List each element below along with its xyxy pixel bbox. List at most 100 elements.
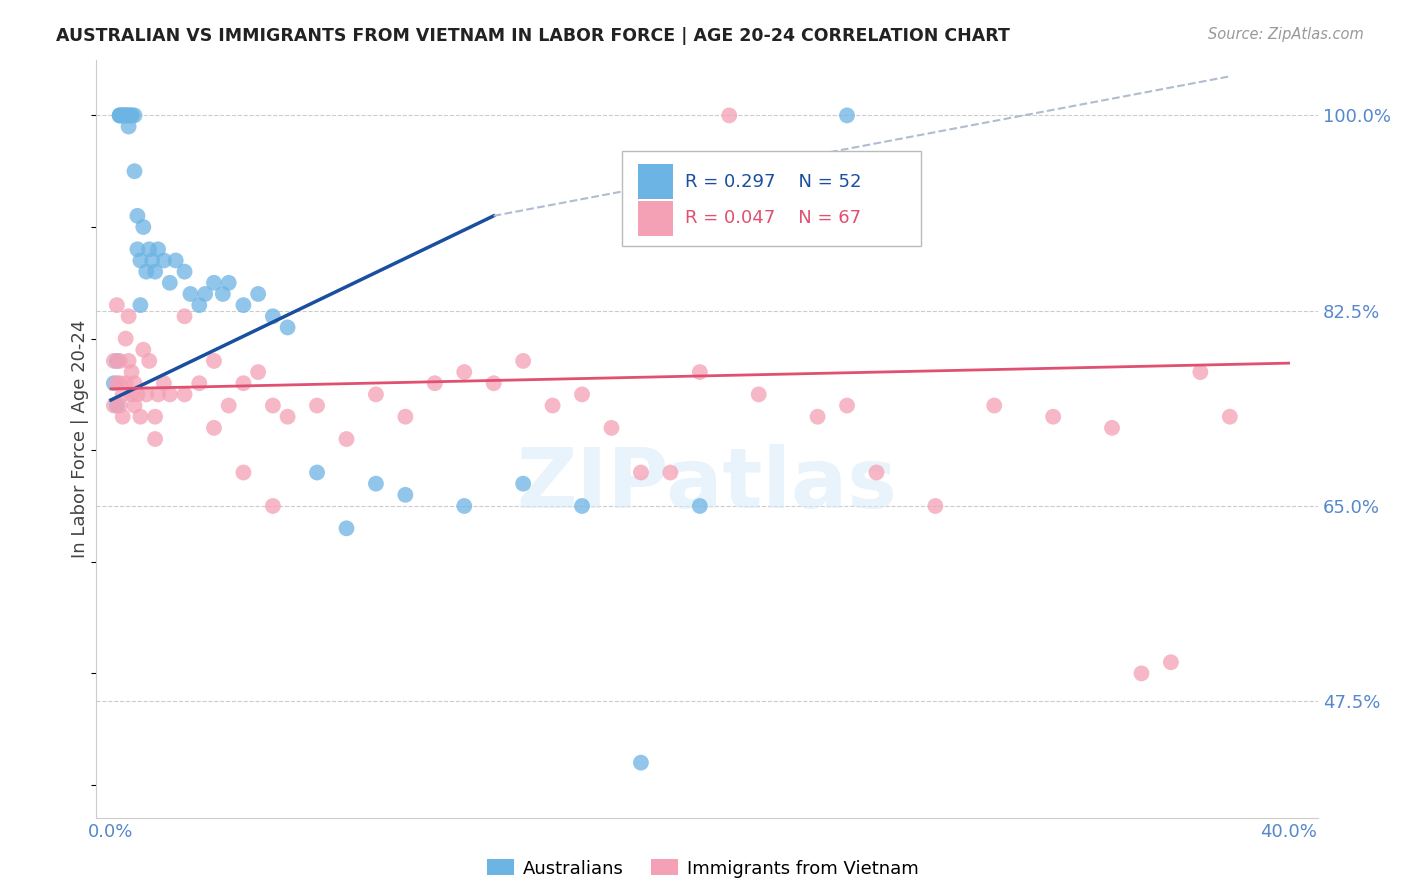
Point xyxy=(394,409,416,424)
Point xyxy=(117,108,139,122)
Point xyxy=(143,265,166,279)
Point xyxy=(571,387,593,401)
Point xyxy=(138,243,160,257)
Point xyxy=(232,298,254,312)
Point xyxy=(335,521,357,535)
Point xyxy=(247,287,270,301)
Point xyxy=(117,310,139,324)
Text: Source: ZipAtlas.com: Source: ZipAtlas.com xyxy=(1208,27,1364,42)
Point xyxy=(835,399,858,413)
Point xyxy=(121,387,143,401)
Point xyxy=(129,409,152,424)
Y-axis label: In Labor Force | Age 20-24: In Labor Force | Age 20-24 xyxy=(72,320,89,558)
Point xyxy=(1189,365,1212,379)
Text: R = 0.297    N = 52: R = 0.297 N = 52 xyxy=(685,173,862,191)
Point xyxy=(165,253,187,268)
Point xyxy=(689,499,711,513)
Point xyxy=(159,387,181,401)
Point xyxy=(111,387,134,401)
Point xyxy=(132,219,155,234)
Point xyxy=(835,108,858,122)
Point xyxy=(188,298,211,312)
Point xyxy=(114,108,136,122)
Point xyxy=(983,399,1005,413)
Point xyxy=(1101,421,1123,435)
Point xyxy=(127,387,149,401)
Point xyxy=(105,298,128,312)
Point xyxy=(146,387,169,401)
Point xyxy=(262,399,284,413)
Point xyxy=(1219,409,1241,424)
Point xyxy=(129,253,152,268)
Point xyxy=(364,476,387,491)
Point xyxy=(659,466,682,480)
Point xyxy=(135,387,157,401)
Point xyxy=(218,276,240,290)
Point xyxy=(121,365,143,379)
Point xyxy=(202,276,225,290)
Point xyxy=(262,310,284,324)
Point xyxy=(124,108,146,122)
Point xyxy=(108,108,131,122)
Point xyxy=(173,387,195,401)
Point xyxy=(143,432,166,446)
Point xyxy=(114,108,136,122)
Point xyxy=(748,387,770,401)
Point xyxy=(1042,409,1064,424)
Point xyxy=(129,298,152,312)
Point xyxy=(114,108,136,122)
Text: ZIPatlas: ZIPatlas xyxy=(516,444,897,525)
Point xyxy=(232,466,254,480)
Point xyxy=(114,376,136,391)
Point xyxy=(153,253,176,268)
Point xyxy=(103,376,125,391)
Point xyxy=(335,432,357,446)
Point xyxy=(482,376,505,391)
Point xyxy=(262,499,284,513)
Point xyxy=(108,399,131,413)
Point xyxy=(1160,655,1182,669)
Point xyxy=(188,376,211,391)
Point xyxy=(277,409,299,424)
Point xyxy=(111,108,134,122)
Point xyxy=(630,756,652,770)
Point xyxy=(121,108,143,122)
Point xyxy=(143,409,166,424)
Point xyxy=(138,354,160,368)
Point xyxy=(103,399,125,413)
Point xyxy=(105,354,128,368)
Point xyxy=(423,376,446,391)
Point xyxy=(1130,666,1153,681)
Point xyxy=(117,108,139,122)
FancyBboxPatch shape xyxy=(621,151,921,245)
Point xyxy=(924,499,946,513)
Point xyxy=(117,120,139,134)
Point xyxy=(718,108,741,122)
Point xyxy=(159,276,181,290)
Point xyxy=(108,108,131,122)
Point xyxy=(135,265,157,279)
Point xyxy=(364,387,387,401)
Point xyxy=(865,466,887,480)
Point xyxy=(394,488,416,502)
Point xyxy=(630,466,652,480)
Point xyxy=(600,421,623,435)
Point xyxy=(173,265,195,279)
Point xyxy=(807,409,830,424)
Point xyxy=(105,399,128,413)
Point xyxy=(277,320,299,334)
Point xyxy=(512,354,534,368)
Point xyxy=(202,354,225,368)
Point xyxy=(108,108,131,122)
Point xyxy=(211,287,233,301)
Point xyxy=(124,399,146,413)
Point xyxy=(114,332,136,346)
Point xyxy=(179,287,201,301)
Point xyxy=(105,376,128,391)
Point xyxy=(124,376,146,391)
Point xyxy=(173,310,195,324)
Point xyxy=(453,499,475,513)
Point xyxy=(247,365,270,379)
FancyBboxPatch shape xyxy=(637,201,673,235)
Point xyxy=(132,343,155,357)
